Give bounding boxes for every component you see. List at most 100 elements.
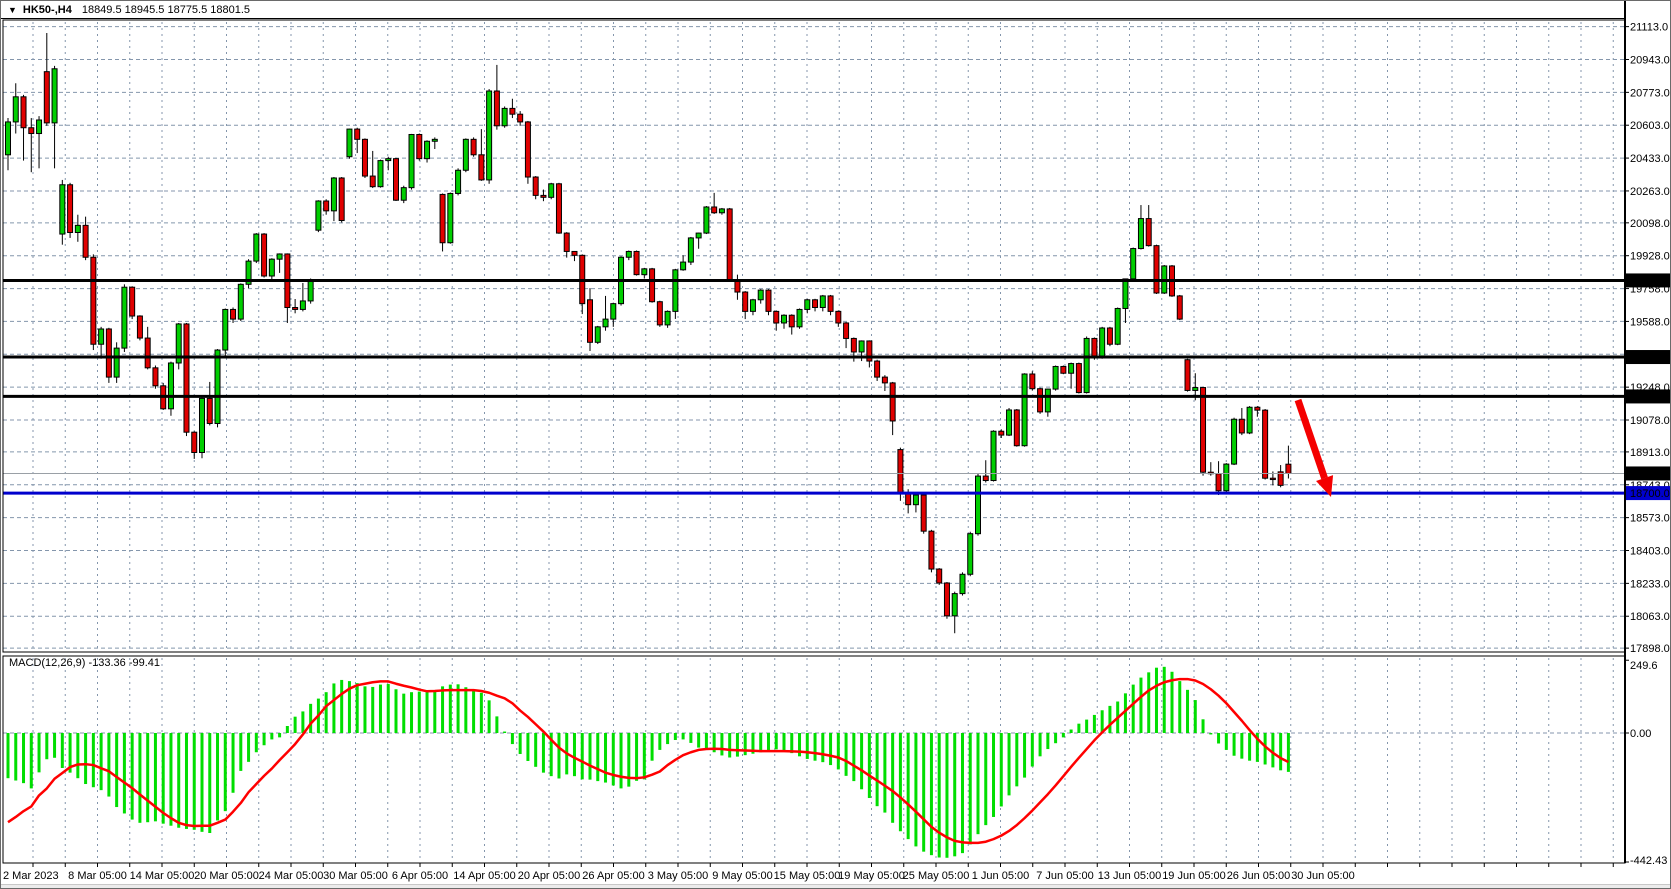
candle-bear [656, 301, 663, 326]
arrow-annotation-shaft[interactable] [1294, 398, 1328, 480]
macd-histogram-bar [689, 733, 693, 743]
candle-bull [299, 300, 306, 310]
macd-histogram-bar [37, 733, 41, 773]
candle-bear [470, 138, 477, 156]
candle-bear [478, 154, 485, 181]
candle-bull [625, 250, 632, 258]
price-tick-label: 20773.0 [1630, 87, 1670, 99]
price-tick-label: 19588.0 [1630, 316, 1670, 328]
candle-bear [905, 492, 912, 506]
candle-bear [43, 71, 50, 124]
candle-bear [361, 138, 368, 177]
candle-bear [517, 113, 524, 123]
candle-bear [1029, 373, 1036, 390]
macd-histogram-bar [208, 733, 212, 833]
macd-histogram-bar [503, 731, 507, 733]
candle-bear [261, 233, 268, 277]
macd-histogram-bar [371, 686, 375, 733]
candle-bear [982, 475, 989, 482]
macd-histogram-bar [324, 692, 328, 733]
candle-bull [594, 326, 601, 343]
macd-histogram-bar [790, 733, 794, 754]
candle-bull [74, 224, 81, 234]
price-tick-label: 20943.0 [1630, 54, 1670, 66]
macd-histogram-bar [588, 733, 592, 780]
macd-histogram-bar [1186, 689, 1190, 733]
macd-histogram-bar [1038, 733, 1042, 757]
macd-histogram-bar [914, 733, 918, 847]
time-tick-label: 20 Apr 05:00 [518, 870, 580, 882]
candle-bull [1192, 387, 1199, 391]
price-tick-label: 20433.0 [1630, 153, 1670, 165]
candle-bull [385, 158, 392, 162]
macd-histogram-bar [1201, 719, 1205, 733]
macd-histogram-bar [534, 733, 538, 767]
macd-histogram-bar [875, 733, 879, 807]
price-badge [1626, 389, 1670, 404]
candle-bear [765, 289, 772, 312]
macd-histogram-bar [200, 733, 204, 832]
candle-bear [354, 128, 361, 140]
symbol-dropdown-icon[interactable]: ▼ [8, 4, 17, 15]
macd-histogram-bar [1178, 681, 1182, 733]
macd-histogram-bar [1286, 733, 1290, 772]
candle-bear [1037, 388, 1044, 413]
macd-histogram-bar [76, 733, 80, 779]
arrow-annotation-head[interactable] [1316, 475, 1334, 497]
candle-bear [1091, 337, 1098, 359]
macd-histogram-bar [572, 733, 576, 777]
candle-bull [222, 308, 229, 351]
macd-histogram-bar [1139, 677, 1143, 733]
candle-bear [843, 322, 850, 339]
candle-bull [59, 184, 66, 235]
price-badge [1626, 350, 1670, 365]
price-tick-label: 19928.0 [1630, 251, 1670, 263]
macd-histogram-bar [363, 686, 367, 733]
macd-histogram-bar [1030, 733, 1034, 767]
candle-bear [998, 430, 1005, 436]
macd-histogram-bar [681, 733, 685, 740]
macd-histogram-bar [1085, 719, 1089, 733]
macd-tick-label: 0.00 [1630, 728, 1651, 740]
candle-bear [323, 200, 330, 212]
macd-histogram-bar [247, 733, 251, 762]
time-tick-label: 1 Jun 05:00 [972, 870, 1030, 882]
price-tick-label: 18063.0 [1630, 611, 1670, 623]
candle-bull [51, 68, 58, 124]
candle-bull [548, 183, 555, 198]
candle-bull [199, 397, 205, 453]
candle-bear [540, 194, 547, 198]
macd-histogram-bar [813, 733, 817, 761]
macd-histogram-bar [14, 733, 18, 781]
macd-histogram-bar [115, 733, 119, 808]
candle-bull [1130, 248, 1137, 280]
candle-bear [850, 337, 857, 353]
macd-histogram-bar [99, 733, 103, 791]
macd-histogram-bar [635, 733, 639, 781]
candle-bear [136, 315, 143, 339]
macd-histogram-bar [22, 733, 26, 784]
candle-bull [1122, 278, 1129, 309]
price-badge [1626, 486, 1670, 501]
macd-histogram-bar [1193, 700, 1197, 733]
macd-histogram-bar [735, 733, 739, 757]
macd-histogram-bar [417, 691, 421, 733]
macd-histogram-bar [1154, 667, 1158, 733]
time-tick-label: 24 Mar 05:00 [259, 870, 324, 882]
macd-histogram-bar [844, 733, 848, 776]
candle-bear [812, 299, 819, 309]
price-badge-label: 19200.0 [1630, 391, 1670, 403]
candle-bull [447, 192, 454, 244]
candle-bull [1114, 307, 1121, 345]
candle-bear [1277, 471, 1284, 486]
macd-histogram-bar [184, 733, 188, 829]
main-panel[interactable] [3, 22, 1625, 651]
candle-bear [649, 268, 656, 303]
macd-histogram-bar [883, 733, 887, 813]
candle-bear [1153, 245, 1160, 294]
macd-panel[interactable] [3, 658, 1625, 862]
candle-bear [152, 367, 159, 387]
candle-bull [990, 430, 997, 482]
